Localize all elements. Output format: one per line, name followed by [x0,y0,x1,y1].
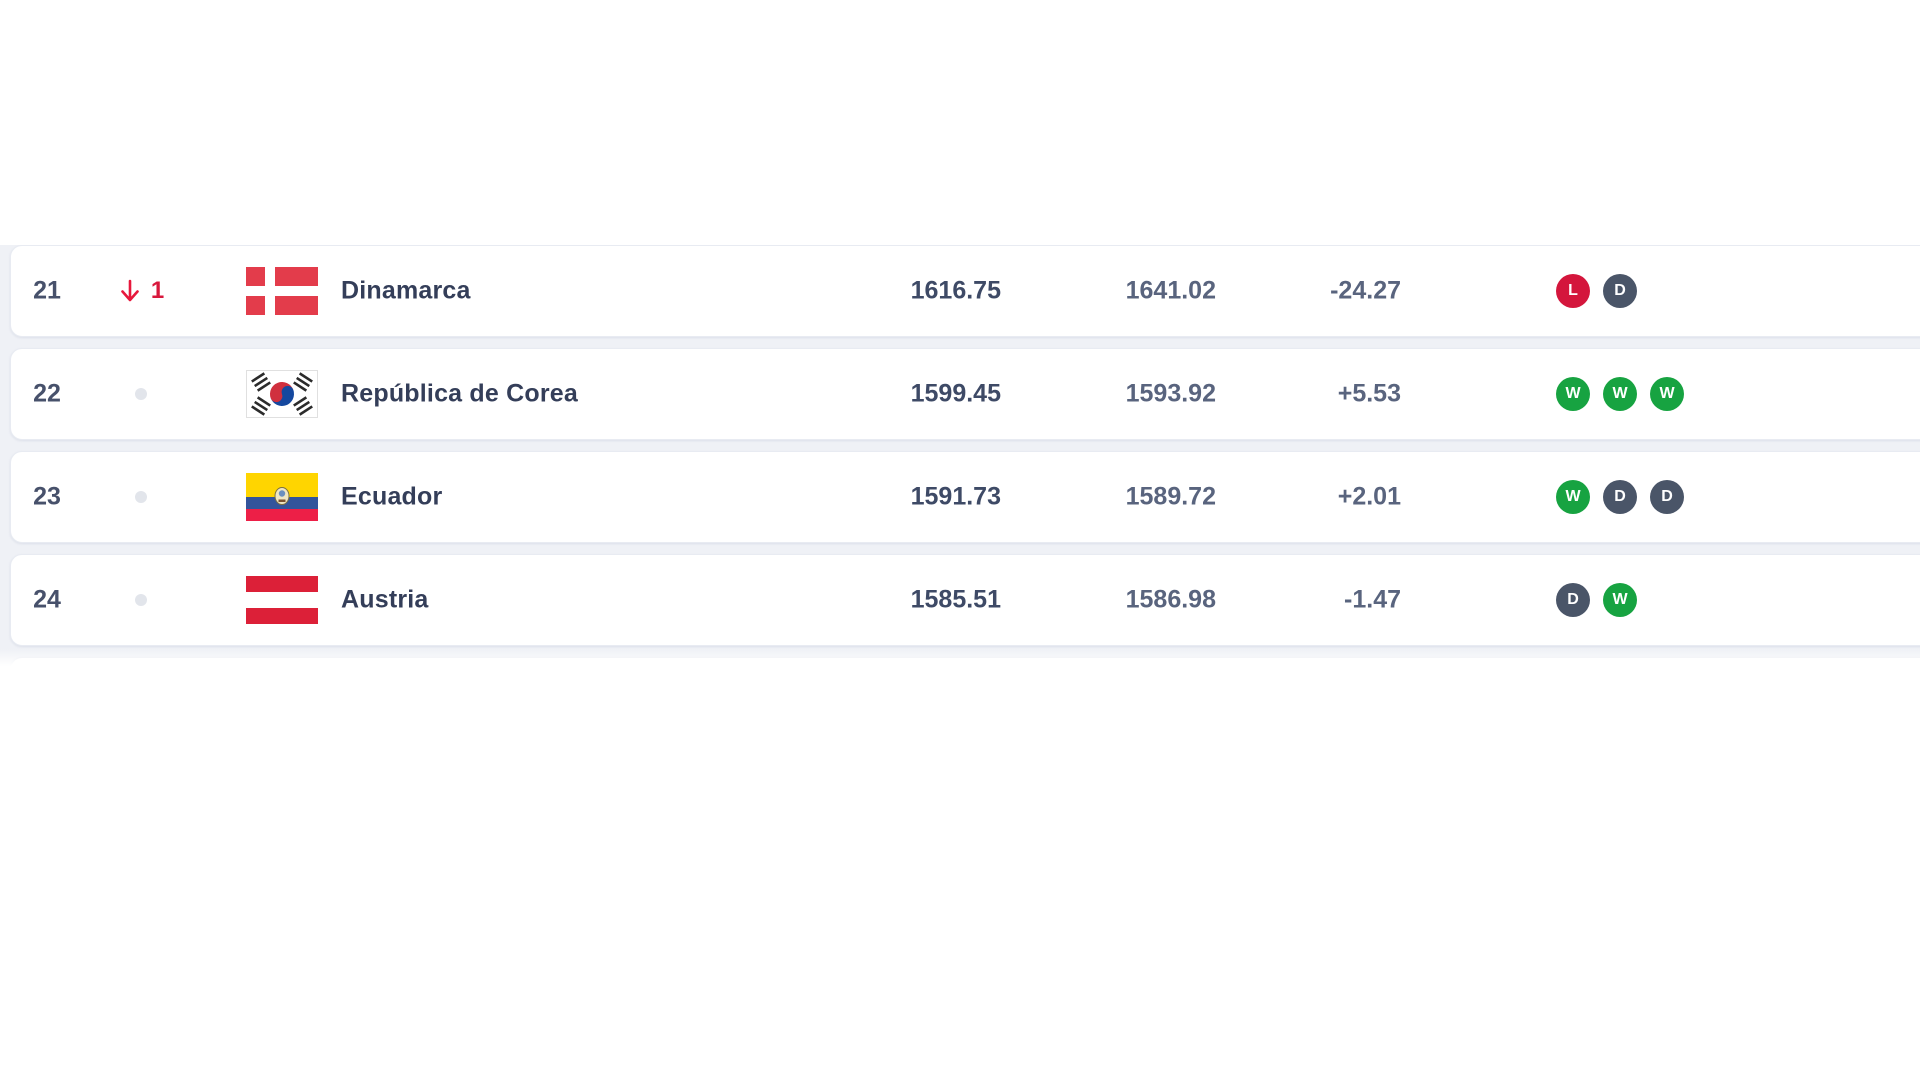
rank-number: 21 [33,276,61,305]
movement-cell [95,594,187,606]
total-points: 1591.73 [910,482,1001,511]
previous-points: 1593.92 [1125,379,1216,408]
flag-denmark-icon [246,267,318,315]
team-name: República de Corea [341,379,578,408]
form-badge-loss: L [1556,274,1590,308]
form-badge-win: W [1650,377,1684,411]
previous-points: 1586.98 [1125,585,1216,614]
ranking-row-partial [10,657,1920,669]
form-badge-draw: D [1650,480,1684,514]
ranking-row[interactable]: 22 República de Corea 1599.45 1593.92 +5… [10,348,1920,440]
flag-ecuador-icon [246,473,318,521]
total-points: 1599.45 [910,379,1001,408]
form-badge-win: W [1556,377,1590,411]
total-points: 1616.75 [910,276,1001,305]
rank-unchanged-icon [135,388,147,400]
previous-points: 1589.72 [1125,482,1216,511]
points-change: +2.01 [1337,482,1401,511]
form-badge-win: W [1603,583,1637,617]
team-name: Dinamarca [341,276,471,305]
rank-change-amount: 1 [150,277,165,304]
flag-austria-icon [246,576,318,624]
rank-unchanged-icon [135,594,147,606]
rank-down-icon [118,277,142,305]
team-name: Austria [341,585,429,614]
movement-cell [95,388,187,400]
rank-number: 23 [33,482,61,511]
form-badge-win: W [1603,377,1637,411]
form-badge-draw: D [1556,583,1590,617]
total-points: 1585.51 [910,585,1001,614]
points-change: -24.27 [1330,276,1401,305]
points-change: +5.53 [1337,379,1401,408]
movement-cell [95,491,187,503]
form-badge-draw: D [1603,480,1637,514]
rank-number: 24 [33,585,61,614]
points-change: -1.47 [1344,585,1401,614]
form-badge-draw: D [1603,274,1637,308]
rank-number: 22 [33,379,61,408]
previous-points: 1641.02 [1125,276,1216,305]
flag-south-korea-icon [246,370,318,418]
team-name: Ecuador [341,482,443,511]
movement-cell: 1 [95,277,187,305]
rank-unchanged-icon [135,491,147,503]
form-badge-win: W [1556,480,1590,514]
